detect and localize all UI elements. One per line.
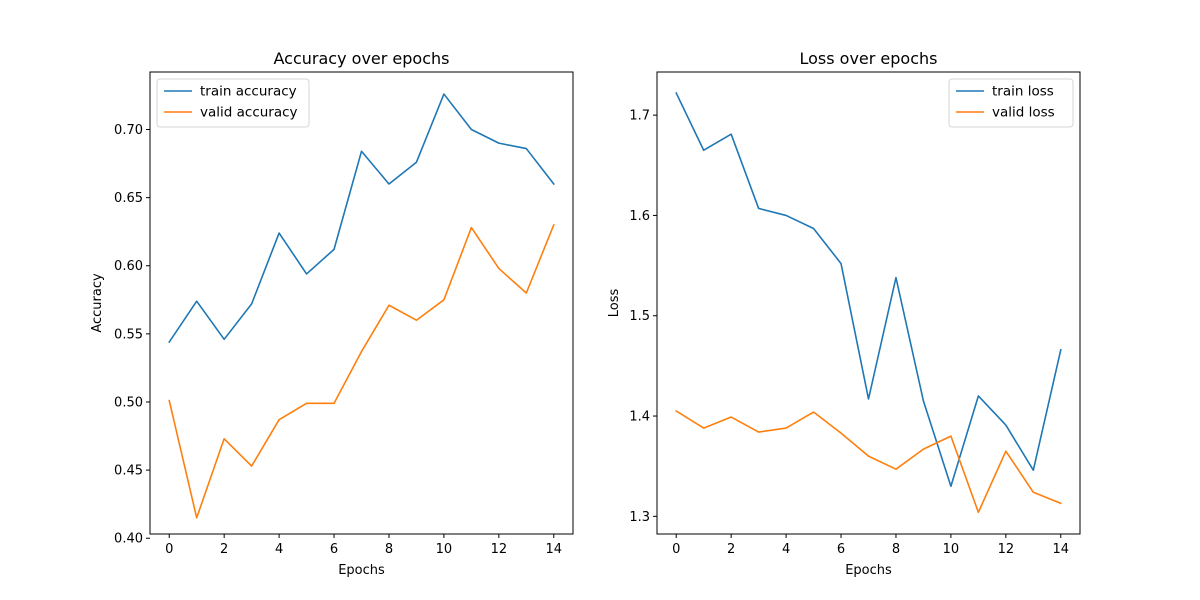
accuracy-x-tick-label: 10 (436, 542, 453, 557)
loss-x-tick-label: 4 (782, 542, 790, 557)
accuracy-y-tick-label: 0.40 (114, 532, 143, 547)
accuracy-series-line-0 (168, 93, 555, 344)
accuracy-x-tick-label: 6 (330, 542, 338, 557)
accuracy-legend: train accuracy valid accuracy (156, 78, 310, 128)
accuracy-x-tick-label: 2 (220, 542, 228, 557)
accuracy-y-tick-label: 0.65 (114, 191, 143, 206)
loss-x-tick-label: 8 (892, 542, 900, 557)
loss-legend-label-0: train loss (992, 84, 1054, 100)
accuracy-y-tick-label: 0.45 (114, 464, 143, 479)
loss-chart: Loss over epochs Epochs Loss 0 2 4 6 8 10 12 14… (607, 49, 1081, 578)
accuracy-x-tick-label: 14 (545, 542, 562, 557)
loss-series-line-1 (675, 409, 1062, 514)
loss-y-tick-label: 1.4 (629, 410, 650, 425)
accuracy-legend-label-0: train accuracy (200, 84, 297, 100)
accuracy-x-tick-label: 4 (275, 542, 283, 557)
accuracy-y-tick-label: 0.55 (114, 327, 143, 342)
loss-axes-frame (656, 71, 1081, 535)
accuracy-chart-title: Accuracy over epochs (274, 49, 450, 68)
accuracy-plot-area: 0 2 4 6 8 10 12 14 0.40 0.45 0.50 0.55 0.60 0.65 0.70 t… (114, 71, 574, 557)
accuracy-x-tick-label: 8 (385, 542, 393, 557)
accuracy-chart: Accuracy over epochs Epochs Accuracy 0 2 4… (90, 49, 574, 578)
accuracy-axes-frame (149, 71, 574, 535)
loss-y-tick-label: 1.6 (629, 209, 650, 224)
loss-x-tick-label: 0 (672, 542, 680, 557)
loss-x-tick-label: 10 (943, 542, 960, 557)
accuracy-x-axis-label: Epochs (338, 563, 385, 578)
loss-x-tick-label: 12 (998, 542, 1015, 557)
loss-y-tick-label: 1.7 (629, 109, 650, 124)
loss-y-axis-label: Loss (607, 289, 622, 318)
loss-y-tick-label: 1.5 (629, 309, 650, 324)
accuracy-legend-box (156, 78, 310, 128)
accuracy-x-tick-label: 12 (491, 542, 508, 557)
loss-x-tick-label: 14 (1052, 542, 1069, 557)
accuracy-y-tick-label: 0.70 (114, 123, 143, 138)
loss-x-axis-label: Epochs (845, 563, 892, 578)
loss-chart-title: Loss over epochs (799, 49, 937, 68)
loss-legend: train loss valid loss (948, 78, 1074, 128)
loss-x-tick-label: 6 (837, 542, 845, 557)
accuracy-x-tick-label: 0 (165, 542, 173, 557)
accuracy-y-axis-label: Accuracy (90, 273, 105, 333)
accuracy-y-tick-label: 0.50 (114, 395, 143, 410)
loss-series-line-0 (675, 91, 1062, 488)
loss-x-tick-label: 2 (727, 542, 735, 557)
loss-y-tick-label: 1.3 (629, 510, 650, 525)
loss-legend-label-1: valid loss (992, 105, 1055, 121)
accuracy-series-line-1 (168, 223, 555, 519)
accuracy-legend-label-1: valid accuracy (200, 105, 298, 121)
loss-plot-area: 0 2 4 6 8 10 12 14 1.3 1.4 1.5 1.6 1.7 train loss vali… (629, 71, 1081, 557)
accuracy-y-tick-label: 0.60 (114, 259, 143, 274)
